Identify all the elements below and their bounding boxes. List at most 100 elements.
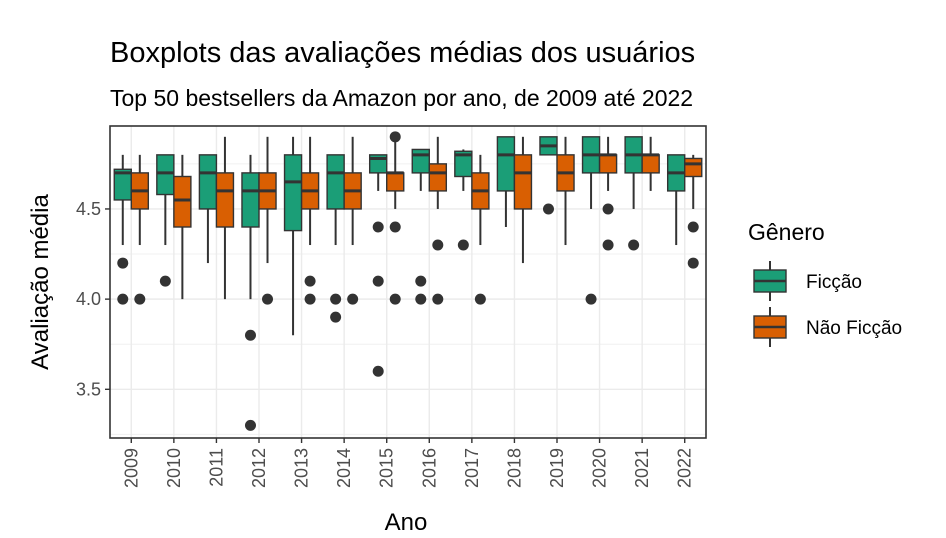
outlier-point <box>134 293 146 305</box>
outlier-point <box>330 311 342 323</box>
outlier-point <box>117 293 129 305</box>
outlier-point <box>389 131 401 143</box>
box-body <box>513 154 533 210</box>
plot-area <box>109 125 707 439</box>
box-2013-ficcao <box>283 136 303 336</box>
outlier-point <box>389 293 401 305</box>
box-2019-nao-ficcao <box>556 136 575 246</box>
box-body <box>326 154 345 210</box>
outlier-point <box>304 293 316 305</box>
box-2016-nao-ficcao <box>428 136 448 305</box>
x-axis: 2009 2010 2011 2012 2013 2014 2015 2016 2017 2018… <box>121 438 695 488</box>
x-tick-label: 2018 <box>504 448 524 488</box>
chart-title: Boxplots das avaliações médias dos usuár… <box>110 37 695 69</box>
y-axis-title: Avaliação média <box>27 194 54 370</box>
outlier-point <box>432 239 444 251</box>
box-body <box>641 154 660 174</box>
outlier-point <box>585 293 597 305</box>
legend-item-ficcao: Ficção <box>753 261 862 301</box>
outlier-point <box>602 239 614 251</box>
outlier-point <box>330 293 342 305</box>
box-2014-nao-ficcao <box>343 136 362 305</box>
box-2015-nao-ficcao <box>386 131 405 305</box>
box-2022-nao-ficcao <box>684 154 703 269</box>
x-tick-label: 2021 <box>632 448 652 488</box>
box-2018-nao-ficcao <box>513 136 533 264</box>
box-body <box>156 154 175 196</box>
box-2010-nao-ficcao <box>173 154 192 300</box>
x-tick-label: 2011 <box>206 448 226 487</box>
x-tick-label: 2017 <box>462 448 482 488</box>
box-body <box>215 172 235 228</box>
outlier-point <box>244 419 256 431</box>
box-2017-ficcao <box>454 149 473 251</box>
box-body <box>411 148 430 174</box>
outlier-point <box>262 293 274 305</box>
outlier-point <box>372 221 384 233</box>
box-2011-ficcao <box>198 154 218 264</box>
box-2012-ficcao <box>241 154 260 431</box>
box-body <box>684 157 703 178</box>
box-2022-ficcao <box>666 154 686 246</box>
x-tick-label: 2013 <box>292 448 312 488</box>
x-tick-label: 2020 <box>590 448 610 488</box>
x-tick-label: 2010 <box>164 448 184 488</box>
legend-item-nao-ficcao: Não Ficção <box>753 307 902 347</box>
box-body <box>598 154 618 174</box>
legend: Gênero Ficção Não Ficção <box>748 219 902 347</box>
box-body <box>454 150 473 178</box>
box-body <box>198 154 218 210</box>
legend-label: Não Ficção <box>806 318 902 339</box>
outlier-point <box>542 203 554 215</box>
box-2019-ficcao <box>539 136 558 215</box>
box-2020-nao-ficcao <box>598 136 618 251</box>
x-tick-label: 2012 <box>249 448 269 488</box>
legend-title: Gênero <box>748 219 825 245</box>
outlier-point <box>457 239 469 251</box>
panel-border <box>109 125 707 439</box>
box-2010-ficcao <box>156 154 175 287</box>
outlier-point <box>372 365 384 377</box>
outlier-point <box>432 293 444 305</box>
outlier-point <box>117 257 129 269</box>
outlier-point <box>347 293 359 305</box>
box-2014-ficcao <box>326 154 345 323</box>
outlier-point <box>687 221 699 233</box>
outlier-point <box>389 221 401 233</box>
y-tick-label: 4.5 <box>76 199 101 219</box>
box-body <box>283 154 303 232</box>
outlier-point <box>372 275 384 287</box>
legend-label: Ficção <box>806 272 862 293</box>
y-axis: 3.5 4.0 4.5 <box>76 199 110 399</box>
x-tick-label: 2016 <box>419 448 439 488</box>
box-2012-nao-ficcao <box>258 136 277 305</box>
outlier-point <box>628 239 640 251</box>
outlier-point <box>602 203 614 215</box>
box-body <box>386 172 405 192</box>
x-tick-label: 2019 <box>547 448 567 488</box>
chart-subtitle: Top 50 bestsellers da Amazon por ano, de… <box>110 85 693 111</box>
outlier-point <box>159 275 171 287</box>
box-body <box>173 175 192 228</box>
box-2013-nao-ficcao <box>300 136 320 305</box>
box-2015-ficcao <box>368 154 388 377</box>
outlier-point <box>415 293 427 305</box>
outlier-point <box>415 275 427 287</box>
box-2009-nao-ficcao <box>130 154 150 305</box>
box-body <box>496 136 516 192</box>
x-tick-label: 2015 <box>377 448 397 488</box>
box-2011-nao-ficcao <box>215 136 235 300</box>
outlier-point <box>687 257 699 269</box>
box-2009-ficcao <box>113 154 132 305</box>
box-2017-nao-ficcao <box>471 154 490 305</box>
y-tick-label: 3.5 <box>76 379 101 399</box>
outlier-point <box>304 275 316 287</box>
x-tick-label: 2022 <box>675 448 695 488</box>
box-2016-ficcao <box>411 148 430 305</box>
x-tick-label: 2009 <box>121 448 141 488</box>
outlier-point <box>244 329 256 341</box>
box-body <box>241 172 260 228</box>
y-tick-label: 4.0 <box>76 289 101 309</box>
box-2021-ficcao <box>624 136 643 251</box>
